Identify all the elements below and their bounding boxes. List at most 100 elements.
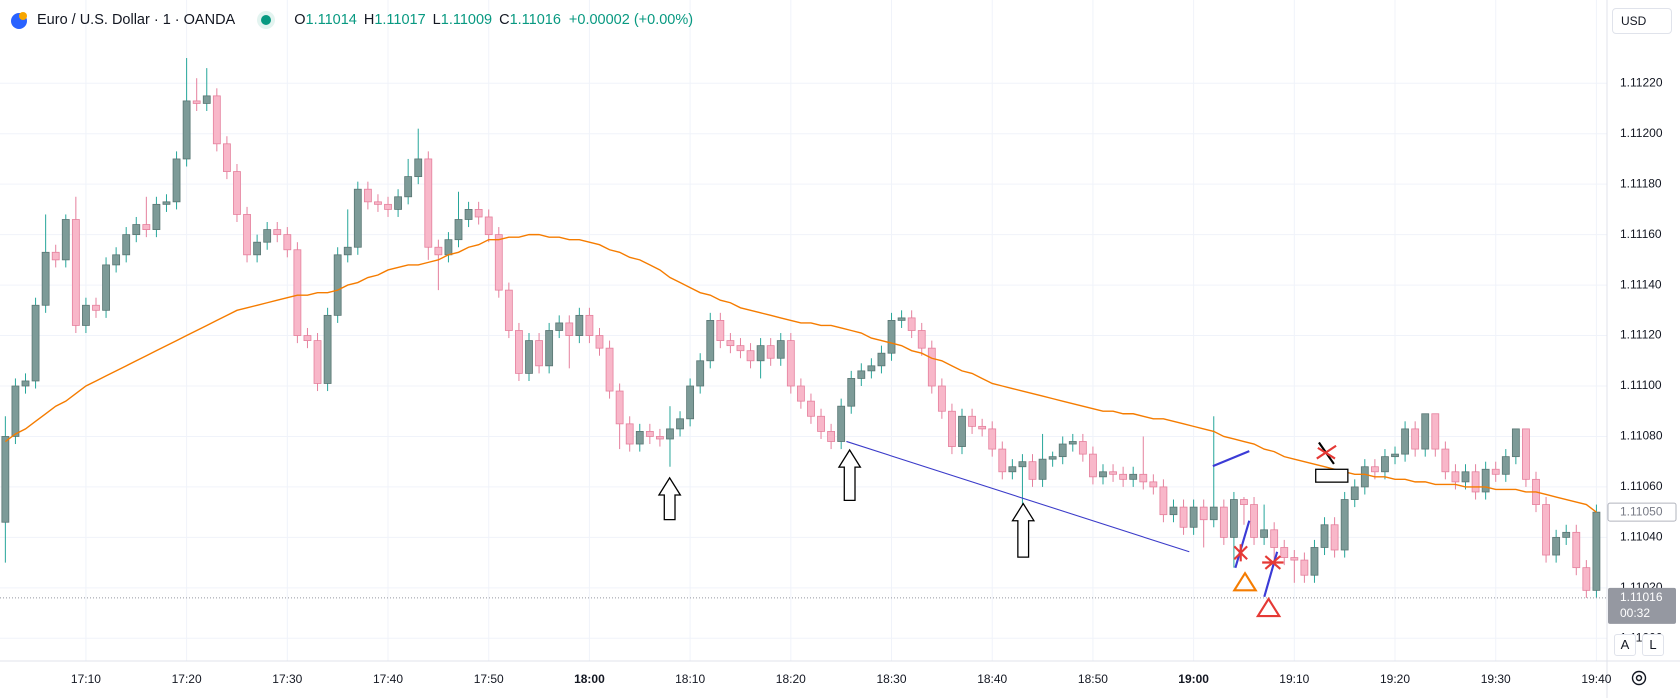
y-tick-label: 1.11140 [1620,277,1662,291]
candle-body [1219,506,1228,538]
candle-body [41,251,50,306]
candle-body [384,203,392,210]
candle-body [1068,441,1077,445]
candle-body [1089,453,1097,478]
symbol-icon [11,12,27,29]
candle-body [273,229,282,236]
candle-body [525,340,533,374]
log-scale-button[interactable]: L [1642,634,1664,656]
settings-icon[interactable] [1631,670,1647,686]
candle-body [263,229,272,243]
candle-body [112,254,121,266]
candle-body [424,158,433,248]
candle-body [1300,559,1309,576]
y-tick-label: 1.11180 [1620,176,1662,190]
candle-body [283,234,292,251]
y-tick-label: 1.11080 [1620,429,1663,443]
candle-body [565,322,574,336]
plot-area [0,58,1607,599]
candle-body [374,201,382,205]
candle-body [1451,471,1460,483]
candle-body [1401,428,1409,455]
candle-body [535,340,543,367]
candle-body [31,304,40,382]
candle-body [504,289,513,331]
symbol-name[interactable]: Euro / U.S. Dollar · 1 · OANDA [37,12,236,28]
candle-body [867,365,876,372]
candle-body [1542,504,1550,556]
countdown-text: 00:32 [1620,606,1650,620]
candle-body [1189,506,1198,528]
candle-body [353,188,362,248]
candle-body [1481,468,1490,493]
y-tick-label: 1.11100 [1620,378,1662,392]
y-tick-label: 1.11120 [1620,328,1662,342]
candle-body [1290,557,1299,561]
candle-body [122,234,131,256]
x-tick-label: 18:10 [675,672,705,686]
candle-body [595,335,604,349]
x-tick-label: 18:40 [977,672,1007,686]
currency-select[interactable]: USD [1612,8,1672,34]
candle-body [1,436,10,523]
candle-body [1280,547,1289,558]
candle-body [615,390,624,425]
candle-body [192,100,201,104]
candle-body [1522,428,1530,480]
ohlc-key: L [432,12,441,28]
candle-body [61,219,70,261]
candle-body [102,264,110,311]
last-price-text: 1.11016 [1620,590,1663,604]
x-tick-label: 19:30 [1481,672,1511,686]
candle-body [1310,547,1319,576]
candle-body [152,203,161,230]
candle-body [907,317,916,331]
x-tick-label: 19:40 [1581,672,1611,686]
candle-body [1572,531,1581,569]
candle-body [253,241,262,256]
candle-body [807,400,815,417]
triangle [1232,571,1258,592]
candle-body [1159,486,1168,516]
candle-body [766,345,775,359]
candle-body [1250,504,1258,538]
candle-body [51,251,60,261]
candle-body [404,176,413,198]
ma-price-label [1607,502,1677,522]
candle-body [706,320,715,362]
candle-body [323,314,332,384]
trend-line [1263,551,1279,598]
candle-body [958,415,966,447]
candle-body [333,254,342,316]
x-tick-label: 17:40 [373,672,403,686]
candle-body [998,448,1007,473]
candle-body [1048,456,1057,460]
candle-body [21,380,30,387]
candle-body [1139,473,1148,483]
candle-body [1441,448,1450,473]
candle-body [1411,428,1420,450]
candle-body [837,405,846,442]
candle-body [656,436,664,440]
candle-body [756,345,765,362]
candle-body [927,347,936,387]
candle-body [1179,506,1188,528]
candle-body [676,418,684,430]
ma-price-text: 1.11050 [1620,504,1663,518]
candle-body [182,100,191,160]
auto-scale-button[interactable]: A [1614,634,1636,656]
candle-body [212,95,221,145]
y-tick-label: 1.11200 [1620,126,1663,140]
candle-body [1381,456,1389,473]
y-tick-label: 1.11160 [1620,227,1662,241]
last-price-label [1608,587,1676,624]
candle-body [1461,471,1470,483]
candle-body [11,385,20,437]
candle-body [1552,536,1561,556]
candle-body [202,95,211,104]
candle-body [1501,456,1510,475]
candle-body [1199,506,1208,521]
candle-body [1240,499,1248,505]
candle-body [1109,471,1117,475]
market-status [261,15,272,25]
